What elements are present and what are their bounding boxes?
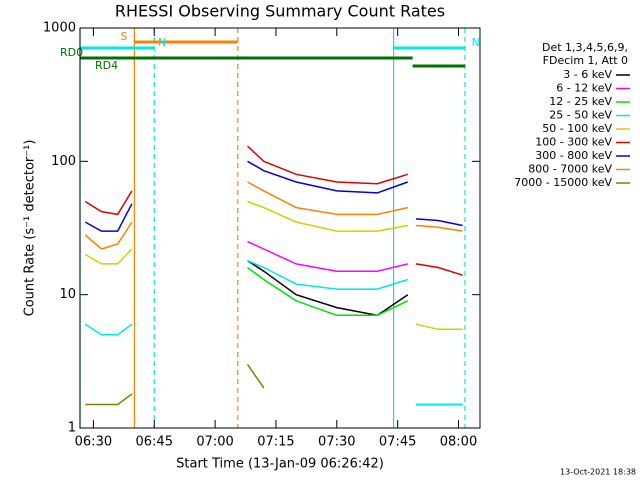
footer: 13-Oct-2021 18:38: [560, 468, 636, 477]
legend-header: FDecim 1, Att 0: [543, 54, 628, 67]
y-axis-label: Count Rate (s⁻¹ detector⁻¹): [23, 140, 38, 317]
x-tick-label: 07:45: [379, 435, 416, 450]
legend-label: 3 - 6 keV: [563, 68, 612, 81]
series-line: [84, 145, 463, 276]
flag-label: S: [120, 30, 127, 43]
x-tick-label: 06:30: [75, 435, 112, 450]
series-line: [84, 181, 463, 250]
series-line: [84, 259, 463, 406]
flag-label: N: [472, 36, 480, 49]
series-line: [247, 240, 408, 272]
x-tick-label: 07:00: [196, 435, 233, 450]
series-line: [84, 200, 463, 331]
legend-label: 7000 - 15000 keV: [514, 176, 612, 189]
legend-label: 800 - 7000 keV: [528, 163, 612, 176]
y-tick-label: 1000: [43, 21, 76, 36]
series-line: [247, 259, 409, 317]
x-tick-label: 07:30: [318, 435, 355, 450]
flag-label: RD4: [95, 59, 118, 72]
series-line: [84, 160, 463, 232]
series-line: [85, 363, 265, 406]
y-tick-label: 100: [51, 154, 76, 169]
flag-label: N: [158, 36, 166, 49]
x-tick-label: 08:00: [440, 435, 477, 450]
flag-label: RD0: [60, 46, 83, 59]
legend-label: 100 - 300 keV: [535, 136, 612, 149]
x-tick-label: 06:45: [136, 435, 173, 450]
legend-label: 12 - 25 keV: [549, 95, 612, 108]
legend-header: Det 1,3,4,5,6,9,: [542, 41, 628, 54]
x-tick-label: 07:15: [257, 435, 294, 450]
legend-label: 300 - 800 keV: [535, 149, 612, 162]
y-tick-label: 10: [59, 287, 76, 302]
x-axis-label: Start Time (13-Jan-09 06:26:42): [176, 457, 384, 472]
legend-label: 50 - 100 keV: [542, 122, 612, 135]
plot-frame: [79, 27, 481, 429]
chart-title: RHESSI Observing Summary Count Rates: [115, 2, 445, 21]
series-line: [247, 266, 463, 406]
legend-label: 6 - 12 keV: [556, 82, 612, 95]
y-tick-label: 1: [68, 421, 76, 436]
legend-label: 25 - 50 keV: [549, 109, 612, 122]
